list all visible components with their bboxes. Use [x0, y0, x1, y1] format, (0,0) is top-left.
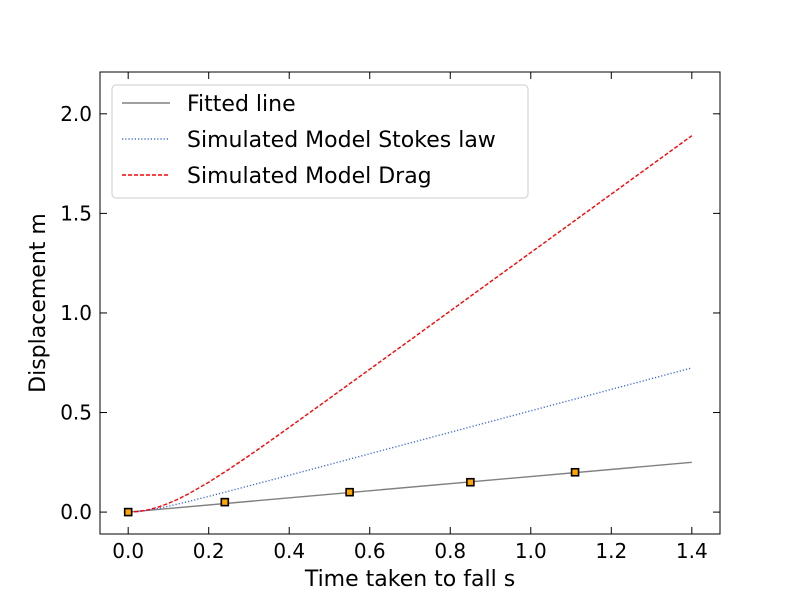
series-line-2 [128, 135, 693, 513]
data-point [123, 507, 133, 517]
y-axis-label: Displacement m [26, 213, 51, 393]
y-tick-label: 1.0 [60, 301, 92, 325]
x-tick-label: 0.0 [112, 539, 144, 563]
legend-label: Simulated Model Stokes law [187, 128, 496, 153]
x-tick-label: 0.4 [273, 539, 305, 563]
x-tick-label: 0.6 [354, 539, 386, 563]
x-tick-label: 0.2 [193, 539, 225, 563]
data-point [570, 467, 580, 477]
data-point [220, 497, 230, 507]
legend-label: Fitted line [187, 92, 296, 117]
legend: Fitted line Simulated Model Stokes law Sim… [111, 84, 529, 199]
y-tick-label: 0.0 [60, 500, 92, 524]
x-tick-label: 1.4 [676, 539, 708, 563]
data-point [466, 477, 475, 487]
series-line-1 [128, 367, 693, 513]
x-tick-label: 1.0 [515, 539, 547, 563]
y-tick-label: 1.5 [60, 201, 92, 225]
x-tick-label: 0.8 [434, 539, 466, 563]
legend-label: Simulated Model Drag [187, 164, 432, 189]
axes-frame [99, 71, 721, 535]
x-axis-label: Time taken to fall s [304, 567, 515, 592]
y-tick-label: 2.0 [60, 102, 92, 126]
data-point [345, 487, 354, 497]
y-tick-label: 0.5 [60, 401, 92, 425]
x-tick-label: 1.2 [595, 539, 627, 563]
plot-area: 0.0 0.2 0.4 0.6 0.8 1.0 1.2 1.4 0.0 0.5 1.0 1.5 2.0 F… [60, 71, 721, 563]
legend-box [111, 84, 529, 199]
